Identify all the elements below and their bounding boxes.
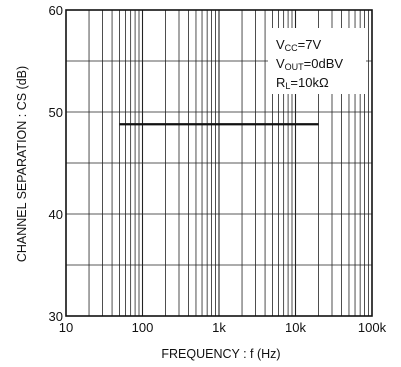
grid-lines <box>66 10 372 316</box>
y-tick-labels: 30 40 50 60 <box>49 3 63 324</box>
annotation-group: VCC=7V VOUT=0dBV RL=10kΩ <box>276 37 343 91</box>
x-tick-label: 100k <box>358 320 387 335</box>
y-tick-label: 40 <box>49 207 63 222</box>
x-tick-label: 1k <box>212 320 226 335</box>
y-tick-label: 60 <box>49 3 63 18</box>
x-tick-labels: 10 100 1k 10k 100k <box>59 320 387 335</box>
y-axis-label: CHANNEL SEPARATION : CS (dB) <box>15 66 29 262</box>
annotation-line: VOUT=0dBV <box>276 56 343 72</box>
annotation-box <box>268 28 366 94</box>
x-tick-label: 100 <box>132 320 154 335</box>
x-tick-label: 10 <box>59 320 73 335</box>
annotation-line: RL=10kΩ <box>276 75 329 91</box>
x-tick-label: 10k <box>285 320 306 335</box>
plot-frame <box>65 9 373 317</box>
annotation-line: VCC=7V <box>276 37 321 53</box>
y-tick-label: 50 <box>49 105 63 120</box>
y-tick-label: 30 <box>49 309 63 324</box>
x-axis-label: FREQUENCY : f (Hz) <box>161 347 280 361</box>
